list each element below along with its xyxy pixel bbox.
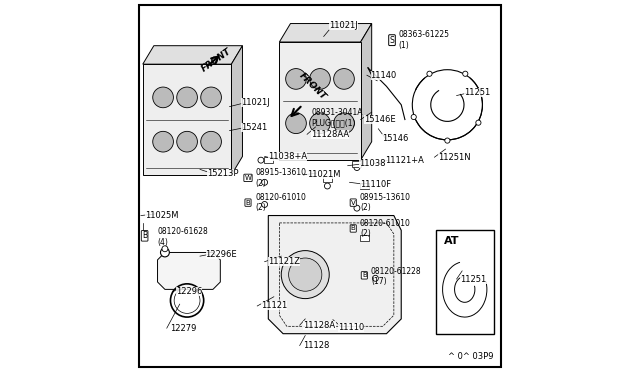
- Bar: [436, 230, 493, 334]
- Text: 11140: 11140: [371, 71, 397, 80]
- Text: 08120-61010
(2): 08120-61010 (2): [255, 193, 307, 212]
- Text: 11021J: 11021J: [241, 99, 269, 108]
- Polygon shape: [143, 64, 232, 175]
- Text: FRONT: FRONT: [297, 71, 328, 101]
- Circle shape: [161, 248, 170, 257]
- Circle shape: [354, 164, 360, 170]
- Text: 11121: 11121: [261, 301, 287, 311]
- Text: B: B: [351, 225, 356, 231]
- Text: 11121Z: 11121Z: [268, 257, 300, 266]
- Circle shape: [411, 115, 416, 120]
- Circle shape: [258, 157, 264, 163]
- Text: 08120-61628
(4): 08120-61628 (4): [157, 227, 208, 247]
- Polygon shape: [268, 215, 401, 334]
- Circle shape: [431, 88, 464, 121]
- Text: 11251N: 11251N: [438, 153, 471, 162]
- Polygon shape: [280, 23, 372, 42]
- Text: AT: AT: [444, 236, 460, 246]
- Bar: [360, 183, 369, 189]
- Text: B: B: [142, 231, 147, 240]
- Text: 15146: 15146: [382, 134, 408, 143]
- Polygon shape: [157, 253, 220, 289]
- Text: 12296E: 12296E: [205, 250, 237, 259]
- Circle shape: [324, 183, 330, 189]
- Bar: [264, 157, 273, 163]
- Circle shape: [177, 87, 197, 108]
- Circle shape: [285, 68, 307, 89]
- Text: 11038: 11038: [359, 159, 385, 169]
- Circle shape: [281, 251, 329, 299]
- Text: 12296: 12296: [176, 287, 202, 296]
- Circle shape: [153, 131, 173, 152]
- Text: 11251: 11251: [460, 275, 486, 283]
- Text: 08915-13610
(2): 08915-13610 (2): [360, 193, 411, 212]
- Circle shape: [445, 138, 450, 143]
- Polygon shape: [232, 46, 243, 175]
- Text: 11021M: 11021M: [307, 170, 340, 179]
- Text: 08931-3041A
PLUGプラグ(1): 08931-3041A PLUGプラグ(1): [311, 108, 363, 127]
- Circle shape: [310, 68, 330, 89]
- Bar: [360, 235, 369, 241]
- Text: 15213P: 15213P: [207, 169, 239, 177]
- Text: ^ 0^ 03P9: ^ 0^ 03P9: [448, 352, 493, 361]
- Bar: [353, 161, 362, 167]
- Circle shape: [333, 68, 355, 89]
- Polygon shape: [280, 42, 360, 160]
- Circle shape: [310, 113, 330, 134]
- Text: 11038+A: 11038+A: [268, 152, 307, 161]
- Circle shape: [262, 179, 268, 185]
- Circle shape: [463, 71, 468, 76]
- Bar: [410, 90, 431, 119]
- Circle shape: [285, 113, 307, 134]
- Text: 11128: 11128: [303, 341, 330, 350]
- Polygon shape: [143, 46, 243, 64]
- Text: 11251: 11251: [464, 89, 490, 97]
- Circle shape: [476, 120, 481, 125]
- Text: B: B: [246, 200, 250, 206]
- Circle shape: [153, 87, 173, 108]
- Circle shape: [333, 113, 355, 134]
- Circle shape: [201, 131, 221, 152]
- Circle shape: [177, 131, 197, 152]
- Text: 12279: 12279: [170, 324, 197, 333]
- Text: 08363-61225
(1): 08363-61225 (1): [398, 31, 449, 50]
- Text: 11121+A: 11121+A: [385, 155, 424, 165]
- Text: 08915-13610
(2): 08915-13610 (2): [255, 168, 307, 187]
- Circle shape: [372, 275, 378, 281]
- Text: 11025M: 11025M: [145, 211, 178, 220]
- Text: 11110: 11110: [338, 323, 364, 331]
- Text: 15146E: 15146E: [364, 115, 396, 124]
- Circle shape: [201, 87, 221, 108]
- Circle shape: [427, 71, 432, 76]
- Polygon shape: [360, 23, 372, 160]
- Circle shape: [289, 258, 322, 291]
- Text: B: B: [362, 272, 367, 278]
- Text: 15241: 15241: [241, 123, 267, 132]
- Circle shape: [162, 246, 168, 252]
- Text: 11110F: 11110F: [360, 180, 391, 189]
- Bar: [323, 176, 332, 182]
- Text: FRONT: FRONT: [200, 46, 233, 74]
- Circle shape: [354, 205, 360, 211]
- Text: V: V: [351, 200, 356, 206]
- Text: 08120-61228
(17): 08120-61228 (17): [371, 267, 422, 286]
- Text: 11128AA: 11128AA: [311, 130, 349, 139]
- Text: S: S: [390, 36, 394, 45]
- Text: W: W: [244, 175, 252, 181]
- Text: 08120-61010
(2): 08120-61010 (2): [360, 219, 411, 238]
- Text: 11021J: 11021J: [329, 21, 358, 30]
- Circle shape: [262, 202, 268, 208]
- Text: 11128A: 11128A: [303, 321, 335, 330]
